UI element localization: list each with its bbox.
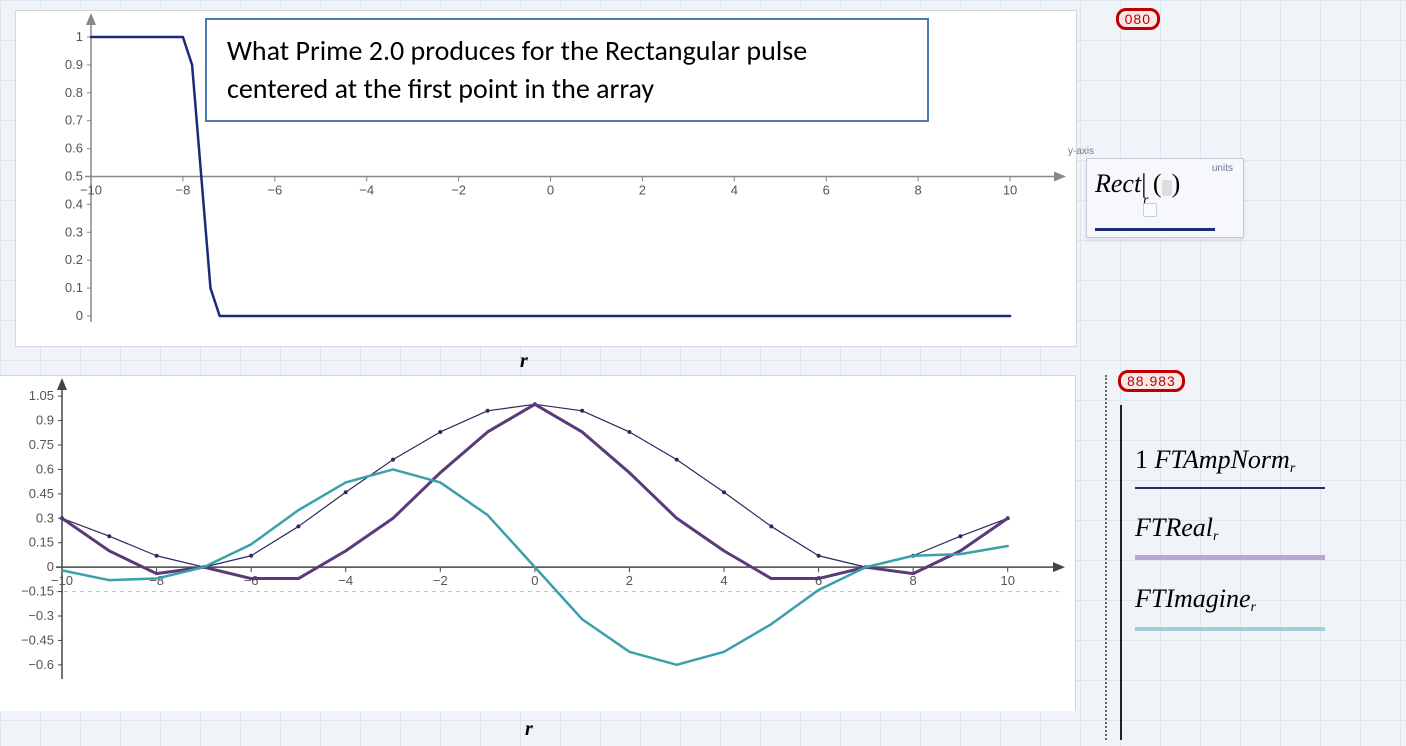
legend2-item-line bbox=[1135, 487, 1325, 489]
legend1-checkbox[interactable] bbox=[1143, 203, 1157, 217]
svg-text:−6: −6 bbox=[267, 182, 282, 197]
chart2-x-label: r bbox=[525, 718, 533, 741]
svg-text:0.9: 0.9 bbox=[65, 57, 83, 72]
annotation-line1: What Prime 2.0 produces for the Rectangu… bbox=[227, 32, 907, 70]
svg-text:−2: −2 bbox=[433, 573, 448, 588]
svg-text:0.1: 0.1 bbox=[65, 280, 83, 295]
legend2-item: 1 FTAmpNormr bbox=[1135, 445, 1395, 489]
svg-text:2: 2 bbox=[639, 182, 646, 197]
svg-text:−10: −10 bbox=[51, 573, 73, 588]
svg-text:0.45: 0.45 bbox=[29, 486, 54, 501]
svg-text:0: 0 bbox=[76, 308, 83, 323]
svg-text:−8: −8 bbox=[175, 182, 190, 197]
svg-text:4: 4 bbox=[720, 573, 727, 588]
divider-dotted bbox=[1105, 375, 1107, 740]
svg-text:1: 1 bbox=[76, 29, 83, 44]
svg-text:−10: −10 bbox=[80, 182, 102, 197]
svg-text:0.4: 0.4 bbox=[65, 196, 83, 211]
svg-text:−0.15: −0.15 bbox=[21, 584, 54, 599]
svg-text:1.05: 1.05 bbox=[29, 388, 54, 403]
svg-text:0.7: 0.7 bbox=[65, 113, 83, 128]
legend2-item-line bbox=[1135, 627, 1325, 631]
chart1-x-label: r bbox=[520, 350, 528, 373]
svg-text:−2: −2 bbox=[451, 182, 466, 197]
svg-text:0.8: 0.8 bbox=[65, 85, 83, 100]
legend-ft: 1 FTAmpNormr FTRealr FTImaginer bbox=[1135, 445, 1395, 655]
svg-text:−6: −6 bbox=[244, 573, 259, 588]
annotation-line2: centered at the first point in the array bbox=[227, 70, 907, 108]
svg-text:0.6: 0.6 bbox=[65, 141, 83, 156]
svg-text:−4: −4 bbox=[359, 182, 374, 197]
svg-text:6: 6 bbox=[823, 182, 830, 197]
svg-text:−4: −4 bbox=[338, 573, 353, 588]
svg-text:2: 2 bbox=[626, 573, 633, 588]
svg-text:6: 6 bbox=[815, 573, 822, 588]
svg-text:10: 10 bbox=[1000, 573, 1014, 588]
svg-text:0.9: 0.9 bbox=[36, 413, 54, 428]
chart-ft-components: −0.6 −0.45 −0.3 −0.15 0 0.15 0.3 0.45 0.6 0.75 0.9… bbox=[0, 375, 1076, 711]
badge-top: 080 bbox=[1116, 8, 1160, 30]
legend2-item-label: FTRealr bbox=[1135, 513, 1395, 545]
legend2-item-line bbox=[1135, 555, 1325, 560]
chart2-svg: −0.6 −0.45 −0.3 −0.15 0 0.15 0.3 0.45 0.6 0.75 0.9… bbox=[0, 376, 1075, 711]
legend1-yaxis-text: y-axis bbox=[1068, 146, 1094, 157]
legend2-item: FTImaginer bbox=[1135, 584, 1395, 630]
svg-text:0.15: 0.15 bbox=[29, 535, 54, 550]
svg-text:8: 8 bbox=[910, 573, 917, 588]
svg-text:−0.45: −0.45 bbox=[21, 632, 54, 647]
svg-text:0.2: 0.2 bbox=[65, 252, 83, 267]
svg-text:0: 0 bbox=[47, 559, 54, 574]
svg-text:8: 8 bbox=[915, 182, 922, 197]
svg-text:0.3: 0.3 bbox=[36, 510, 54, 525]
svg-text:0: 0 bbox=[547, 182, 554, 197]
badge-mid: 88.983 bbox=[1118, 370, 1185, 392]
svg-text:10: 10 bbox=[1003, 182, 1017, 197]
svg-text:0.6: 0.6 bbox=[36, 461, 54, 476]
svg-text:0.5: 0.5 bbox=[65, 168, 83, 183]
legend1-units: units bbox=[1212, 163, 1233, 174]
svg-text:−8: −8 bbox=[149, 573, 164, 588]
svg-text:0.75: 0.75 bbox=[29, 437, 54, 452]
svg-text:−0.3: −0.3 bbox=[28, 608, 54, 623]
svg-text:0.3: 0.3 bbox=[65, 224, 83, 239]
divider-solid bbox=[1120, 405, 1122, 740]
svg-text:4: 4 bbox=[731, 182, 738, 197]
legend2-item: FTRealr bbox=[1135, 513, 1395, 560]
legend1-label: Rect bbox=[1095, 169, 1141, 198]
legend1-color-line bbox=[1095, 228, 1215, 231]
legend2-item-label: 1 FTAmpNormr bbox=[1135, 445, 1395, 477]
legend2-item-label: FTImaginer bbox=[1135, 584, 1395, 616]
legend-rect[interactable]: units Rect| () r bbox=[1086, 158, 1244, 238]
legend1-placeholder bbox=[1162, 180, 1172, 196]
svg-text:0: 0 bbox=[531, 573, 538, 588]
svg-text:−0.6: −0.6 bbox=[28, 657, 54, 672]
annotation-text-box: What Prime 2.0 produces for the Rectangu… bbox=[205, 18, 929, 122]
